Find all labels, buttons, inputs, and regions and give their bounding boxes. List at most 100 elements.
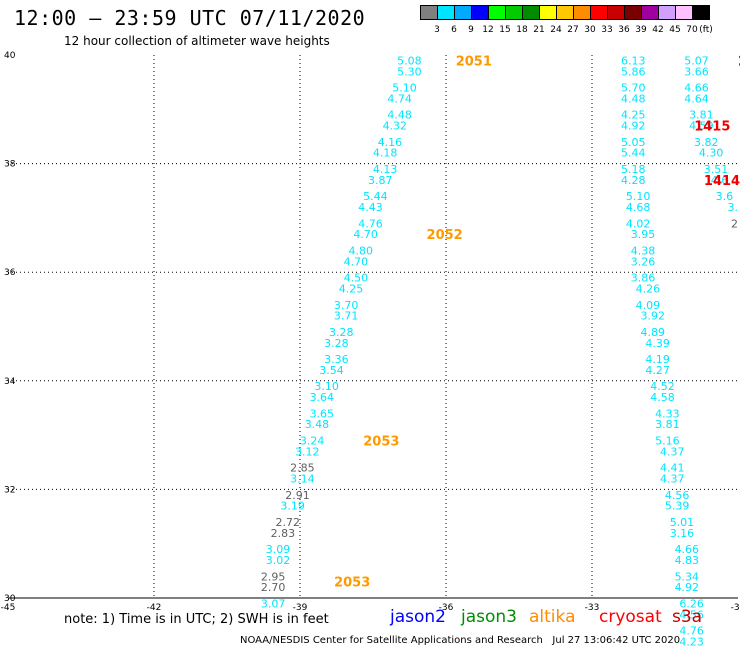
wave-height-value: 3.12 [295, 445, 320, 458]
y-tick-label: 38 [4, 160, 16, 170]
chart-title: 12:00 – 23:59 UTC 07/11/2020 [14, 6, 366, 30]
spacer [543, 635, 553, 646]
wave-height-value: 2.91 [285, 489, 310, 502]
wave-height-value: 4.02 [626, 217, 651, 230]
wave-height-value: 4.26 [636, 282, 661, 295]
wave-height-value: 3.26 [631, 255, 656, 268]
wave-height-value: 4.19 [645, 353, 670, 366]
wave-height-value: 3.66 [684, 65, 709, 78]
units-note: note: 1) Time is in UTC; 2) SWH is in fe… [64, 612, 329, 627]
wave-height-value: 4.58 [650, 391, 675, 404]
wave-height-value: 4.92 [675, 581, 700, 594]
wave-height-value: 4.56 [679, 608, 704, 621]
wave-height-value: 4.37 [660, 445, 685, 458]
wave-height-value: 4.68 [626, 201, 651, 214]
wave-height-value: 3. [728, 201, 739, 214]
wave-height-value: 5.44 [363, 190, 388, 203]
wave-height-value: 3.09 [266, 543, 291, 556]
legend-label: 15 [499, 25, 511, 35]
legend-label: 45 [669, 25, 681, 35]
wave-height-value: 3.87 [368, 174, 393, 187]
y-tick-label: 36 [4, 268, 16, 278]
wave-height-value: 5.10 [392, 82, 417, 95]
wave-height-value: 2.95 [261, 570, 286, 583]
wave-height-value: 4.39 [645, 337, 670, 350]
credit-line: NOAA/NESDIS Center for Satellite Applica… [240, 635, 680, 646]
wave-height-value: 5.44 [621, 147, 646, 160]
wave-height-value: 4.23 [679, 635, 704, 648]
wave-height-value: 4.56 [665, 489, 690, 502]
legend-label: 24 [550, 25, 562, 35]
pass-time-label: 2052 [427, 228, 463, 243]
wave-height-value: 3.36 [324, 353, 349, 366]
wave-height-value: 4.52 [650, 380, 675, 393]
legend-label: 33 [601, 25, 613, 35]
legend-label: 3 [434, 25, 440, 35]
wave-height-value: 3.65 [310, 407, 335, 420]
wave-height-value: 4.09 [636, 299, 661, 312]
x-tick-label: -45 [1, 603, 16, 613]
wave-height-value: 3.92 [641, 310, 666, 323]
legend-label: 6 [451, 25, 457, 35]
wave-height-value: 4.43 [358, 201, 383, 214]
wave-height-value: 5.86 [621, 65, 646, 78]
legend-satellite-jason3: jason3 [461, 607, 517, 627]
wave-height-value: 3.19 [280, 500, 305, 513]
wave-height-value: 4.33 [655, 407, 680, 420]
wave-height-value: 4.50 [344, 272, 369, 285]
wave-height-value: 3.10 [314, 380, 339, 393]
wave-height-value: 4.38 [631, 244, 656, 257]
wave-height-value: 5.70 [621, 82, 646, 95]
wave-height-value: 3.86 [631, 272, 656, 285]
pass-time-label: 2053 [363, 435, 399, 450]
legend-label: 36 [618, 25, 630, 35]
wave-height-value: 2.70 [261, 581, 286, 594]
wave-height-value: 3.48 [305, 418, 330, 431]
wave-height-value: 4.13 [373, 163, 398, 176]
wave-height-value: 2.72 [276, 516, 301, 529]
legend-label: 21 [533, 25, 545, 35]
wave-height-value: 3.28 [329, 326, 354, 339]
wave-height-value: 5.16 [655, 435, 680, 448]
legend-label: 12 [482, 25, 494, 35]
wave-height-value: 4.83 [675, 554, 700, 567]
wave-height-value: 5.34 [675, 570, 700, 583]
x-tick-label: -36 [439, 603, 454, 613]
wave-height-value: 4.25 [339, 282, 364, 295]
wave-height-value: 3.14 [290, 473, 315, 486]
wave-height-value: 5.01 [670, 516, 695, 529]
wave-height-value: 5.18 [621, 163, 646, 176]
wave-height-value: 3.28 [324, 337, 349, 350]
wave-height-value: 4.48 [621, 92, 646, 105]
legend-label: 9 [468, 25, 474, 35]
wave-height-value: 4.16 [378, 136, 403, 149]
wave-height-value: 5.39 [665, 500, 690, 513]
wave-height-value: 3.81 [655, 418, 680, 431]
wave-height-value: 3.81 [689, 109, 714, 122]
y-tick-label: 30 [4, 594, 16, 604]
wave-height-value: 2 [731, 217, 738, 230]
pass-time-label: 1415 [694, 120, 730, 135]
wave-height-value: 3.82 [694, 136, 719, 149]
pass-time-label: 2053 [334, 576, 370, 591]
wave-height-value: 4.89 [641, 326, 666, 339]
wave-height-value: 5.05 [621, 136, 646, 149]
wave-height-value: 4.76 [679, 625, 704, 638]
wave-height-value: 3.02 [266, 554, 291, 567]
wave-height-value: 4.80 [349, 244, 374, 257]
legend-satellite-cryosat: cryosat [599, 607, 662, 627]
wave-height-value: 3.16 [670, 527, 695, 540]
wave-height-value: 4.32 [383, 120, 408, 133]
wave-height-value: 4.25 [621, 109, 646, 122]
wave-height-value: 4.37 [660, 473, 685, 486]
x-tick-label: -39 [293, 603, 308, 613]
legend-label: 70 [686, 25, 698, 35]
wave-height-value: 4.70 [344, 255, 369, 268]
wave-height-value: 4.59 [689, 120, 714, 133]
x-tick-label: -33 [585, 603, 600, 613]
wave-height-value: 3.24 [300, 435, 325, 448]
x-tick-label: -42 [147, 603, 162, 613]
wave-height-value: 6.26 [679, 597, 704, 610]
wave-height-value: 4.64 [684, 92, 709, 105]
